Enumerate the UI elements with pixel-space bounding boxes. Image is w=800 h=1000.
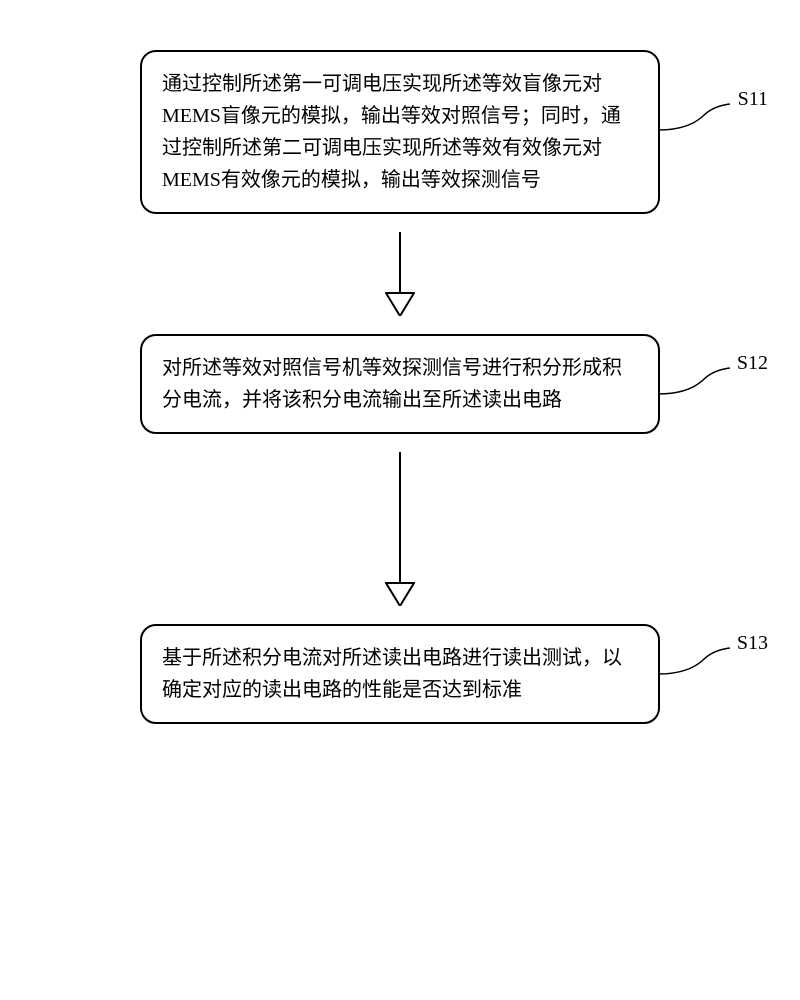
step-1-label-connector [658, 102, 730, 132]
step-3-label-connector [658, 646, 730, 676]
step-1-text: 通过控制所述第一可调电压实现所述等效盲像元对MEMS盲像元的模拟，输出等效对照信… [162, 68, 638, 196]
step-2-label: S12 [737, 352, 768, 375]
arrow-1 [385, 232, 415, 316]
step-2-label-connector [658, 366, 730, 396]
flowchart: 通过控制所述第一可调电压实现所述等效盲像元对MEMS盲像元的模拟，输出等效对照信… [80, 50, 720, 724]
step-1-box: 通过控制所述第一可调电压实现所述等效盲像元对MEMS盲像元的模拟，输出等效对照信… [140, 50, 660, 214]
step-2-text: 对所述等效对照信号机等效探测信号进行积分形成积分电流，并将该积分电流输出至所述读… [162, 352, 638, 416]
step-3-box: 基于所述积分电流对所述读出电路进行读出测试，以确定对应的读出电路的性能是否达到标… [140, 624, 660, 724]
arrow-1-head [385, 292, 415, 316]
arrow-2-head [385, 582, 415, 606]
step-3-label: S13 [737, 632, 768, 655]
arrow-1-line [399, 232, 401, 292]
step-3-text: 基于所述积分电流对所述读出电路进行读出测试，以确定对应的读出电路的性能是否达到标… [162, 642, 638, 706]
arrow-2-line [399, 452, 401, 582]
step-2-box: 对所述等效对照信号机等效探测信号进行积分形成积分电流，并将该积分电流输出至所述读… [140, 334, 660, 434]
step-1-label: S11 [738, 88, 768, 111]
arrow-2 [385, 452, 415, 606]
